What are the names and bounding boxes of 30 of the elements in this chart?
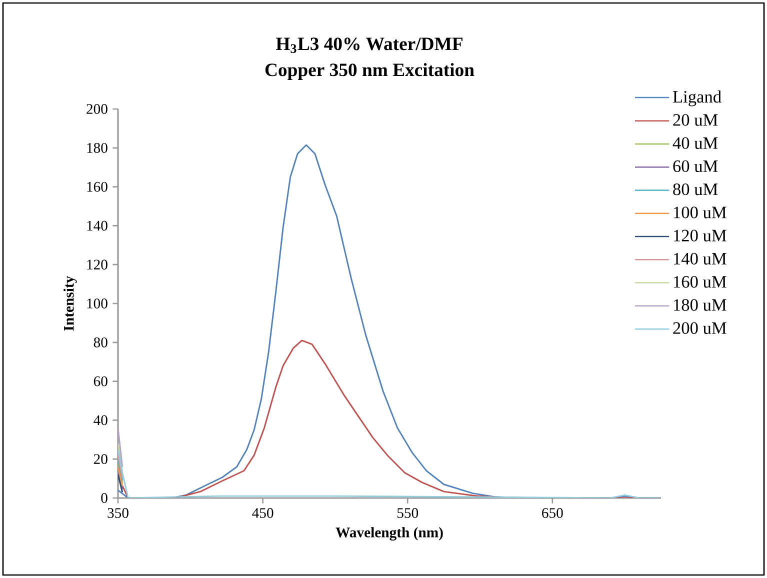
y-tick-label: 120 bbox=[87, 260, 108, 270]
y-tick-label: 60 bbox=[94, 376, 108, 386]
y-tick-label: 180 bbox=[87, 142, 108, 153]
y-tick-label: 140 bbox=[87, 220, 108, 231]
y-tick-label: 100 bbox=[87, 298, 108, 308]
x-tick-label: 650 bbox=[542, 508, 563, 518]
chart-subtitle: Copper 350 nm Excitation bbox=[265, 63, 474, 80]
y-tick-label: 20 bbox=[94, 454, 108, 464]
y-tick-label: 40 bbox=[94, 415, 108, 426]
x-tick-label: 550 bbox=[397, 508, 418, 518]
y-tick-label: 80 bbox=[94, 337, 108, 348]
y-axis-title: Intensity bbox=[63, 276, 77, 331]
legend-label: 100 uM bbox=[674, 206, 726, 218]
legend-label: Ligand bbox=[672, 90, 722, 106]
legend-label: 160 uM bbox=[674, 276, 726, 288]
legend-label: 80 uM bbox=[673, 183, 718, 196]
y-tick-label: 160 bbox=[87, 182, 108, 192]
legend-label: 140 uM bbox=[674, 252, 726, 265]
legend-label: 40 uM bbox=[672, 137, 718, 149]
legend-label: 180 uM bbox=[674, 299, 726, 311]
legend-label: 120 uM bbox=[674, 230, 726, 242]
y-tick-label: 0 bbox=[101, 493, 108, 503]
x-tick-label: 350 bbox=[108, 508, 128, 518]
y-tick-label: 200 bbox=[86, 104, 108, 114]
x-axis-title: Wavelength (nm) bbox=[336, 527, 443, 541]
legend-label: 60 uM bbox=[673, 160, 718, 172]
legend-label: 20 uM bbox=[673, 114, 718, 126]
chart-title: H$_{3}$L3 40% Water/DMF bbox=[276, 38, 462, 53]
legend-label: 200 uM bbox=[673, 322, 726, 334]
x-tick-label: 450 bbox=[252, 508, 274, 518]
